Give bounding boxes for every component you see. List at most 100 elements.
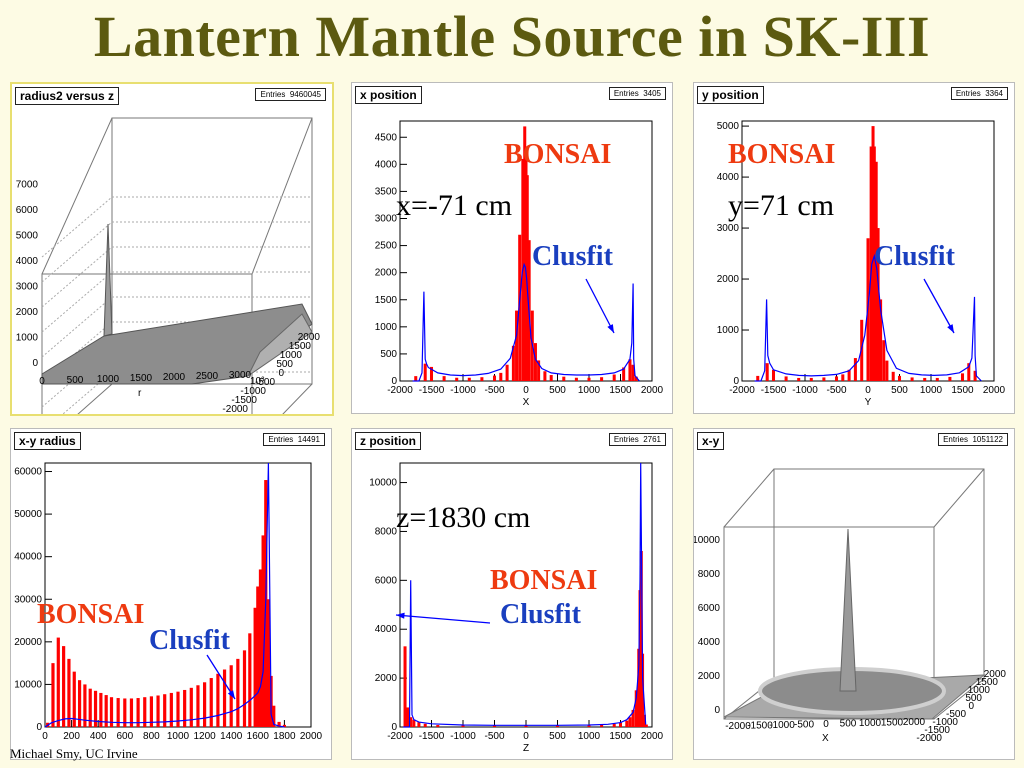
- clusfit-arrow-head: [227, 690, 235, 699]
- x-tick-label: 500: [67, 375, 84, 386]
- bonsai-bar: [505, 364, 509, 381]
- x-tick-label: 2000: [163, 372, 186, 383]
- bonsai-bar: [765, 363, 769, 381]
- x-tick-label: 1500: [609, 731, 632, 742]
- y-tick-label: 0: [278, 368, 284, 379]
- stats-box: Entries 14491: [263, 433, 325, 446]
- entries-value: 1051122: [972, 435, 1003, 444]
- bonsai-bar: [860, 319, 864, 381]
- bonsai-label: BONSAI: [490, 565, 598, 596]
- bonsai-bar: [72, 671, 76, 727]
- bonsai-bar: [756, 375, 760, 381]
- bonsai-bar: [634, 690, 638, 727]
- y-tick-label: 8000: [375, 526, 398, 537]
- panel-x-position[interactable]: 0 500 1000 1500 2000 2500 3000 3500 4000 4500 -200…: [351, 82, 673, 414]
- box-edge: [251, 117, 313, 275]
- bonsai-bar: [499, 372, 503, 381]
- entries-value: 14491: [297, 435, 320, 444]
- bonsai-bar: [248, 633, 252, 727]
- bonsai-bar: [618, 722, 623, 727]
- bonsai-bar: [253, 607, 257, 727]
- z-tick-label: 0: [32, 358, 38, 369]
- entries-value: 3405: [643, 89, 661, 98]
- z-tick-label: 4000: [698, 637, 721, 648]
- bonsai-bar: [83, 684, 87, 727]
- z-tick-label: 7000: [16, 180, 39, 191]
- y-tick-label: 2000: [375, 268, 398, 279]
- bonsai-bar: [129, 698, 134, 727]
- x-tick-label: -500: [484, 731, 504, 742]
- bonsai-bar: [266, 599, 271, 727]
- stats-box: Entries 3364: [950, 87, 1008, 100]
- bonsai-label: BONSAI: [37, 599, 145, 630]
- y-tick-label: 2000: [717, 274, 740, 285]
- entries-value: 2761: [643, 435, 661, 444]
- panel-y-position[interactable]: 0 1000 2000 3000 4000 5000 -2000 -1500 -1000 -500…: [693, 82, 1015, 414]
- y-axis-unit: 10³: [250, 376, 265, 387]
- y-tick-label: 50000: [14, 509, 42, 520]
- bonsai-bar: [467, 377, 471, 381]
- fit-value-label: y=71 cm: [728, 189, 835, 222]
- z-tick-label: 3000: [16, 282, 39, 293]
- entries-value: 9460045: [289, 90, 321, 99]
- bonsai-bar: [876, 228, 880, 381]
- bonsai-bar: [973, 370, 977, 381]
- panel-x-y[interactable]: 0 2000 4000 6000 8000 10000 -2000 -1500 -1000 -50…: [693, 428, 1015, 760]
- bonsai-bar: [277, 721, 281, 727]
- bonsai-bar: [612, 723, 616, 727]
- x-tick-label: 400: [90, 731, 107, 742]
- x-tick-label: 1500: [609, 385, 632, 396]
- x-tick-label: 1800: [273, 731, 296, 742]
- panel-xy-radius[interactable]: 0 10000 20000 30000 40000 50000 60000 0 200 400 60…: [10, 428, 332, 760]
- x-tick-label: 1000: [167, 731, 190, 742]
- y-tick-label: 30000: [14, 594, 42, 605]
- bonsai-bar: [77, 680, 82, 727]
- bonsai-bar: [169, 692, 173, 727]
- x-tick-label: 1500: [881, 718, 904, 729]
- x-axis-label: r: [138, 388, 142, 399]
- grid-line: [41, 246, 113, 308]
- x-tick-label: 3000: [229, 370, 252, 381]
- bonsai-bar: [417, 722, 421, 727]
- y-tick-label: -2000: [222, 404, 248, 414]
- x-tick-label: 0: [39, 376, 45, 387]
- box-front-face: [41, 273, 253, 414]
- x-tick-label: 1500: [951, 385, 974, 396]
- bonsai-bar: [879, 299, 883, 381]
- bonsai-label: BONSAI: [504, 139, 612, 170]
- bonsai-bar: [256, 586, 260, 727]
- bonsai-bar: [562, 376, 566, 381]
- panel-radius2-vs-z[interactable]: 0 1000 2000 3000 4000 5000 6000 7000 0 500 1000 150…: [10, 82, 334, 416]
- clusfit-arrow: [206, 654, 236, 700]
- z-tick-label: 4000: [16, 256, 39, 267]
- box-edge: [282, 383, 313, 414]
- y-tick-label: 3000: [375, 214, 398, 225]
- x-tick-label: 1500: [130, 373, 153, 384]
- bonsai-bar: [515, 310, 519, 381]
- bonsai-bar: [910, 377, 914, 381]
- y-tick-label: 0: [968, 701, 974, 712]
- panel-z-position[interactable]: 0 2000 4000 6000 8000 10000 -2000 -1500 -1000 -50…: [351, 428, 673, 760]
- surface-edge-ridge: [247, 313, 313, 377]
- bonsai-bar: [897, 375, 902, 381]
- z-tick-label: 1000: [16, 333, 39, 344]
- y-tick-label: 500: [276, 359, 293, 370]
- y-tick-label: 1500: [289, 341, 312, 352]
- x-tick-label: 500: [549, 731, 566, 742]
- x-tick-label: 0: [823, 719, 829, 730]
- bonsai-bar: [525, 175, 529, 381]
- x-tick-label: -1000: [450, 385, 476, 396]
- bonsai-bar: [574, 377, 578, 381]
- clusfit-line: [412, 262, 640, 382]
- bonsai-bar: [612, 374, 616, 381]
- fit-value-label: x=-71 cm: [396, 189, 513, 222]
- xy-radius-plot: 0 10000 20000 30000 40000 50000 60000 0 200 400 60…: [14, 462, 323, 742]
- x-tick-label: 1000: [859, 718, 882, 729]
- footer-author: Michael Smy, UC Irvine: [10, 746, 138, 761]
- bonsai-bar: [406, 707, 410, 727]
- bonsai-bar: [492, 375, 497, 381]
- bonsai-bar: [543, 371, 547, 381]
